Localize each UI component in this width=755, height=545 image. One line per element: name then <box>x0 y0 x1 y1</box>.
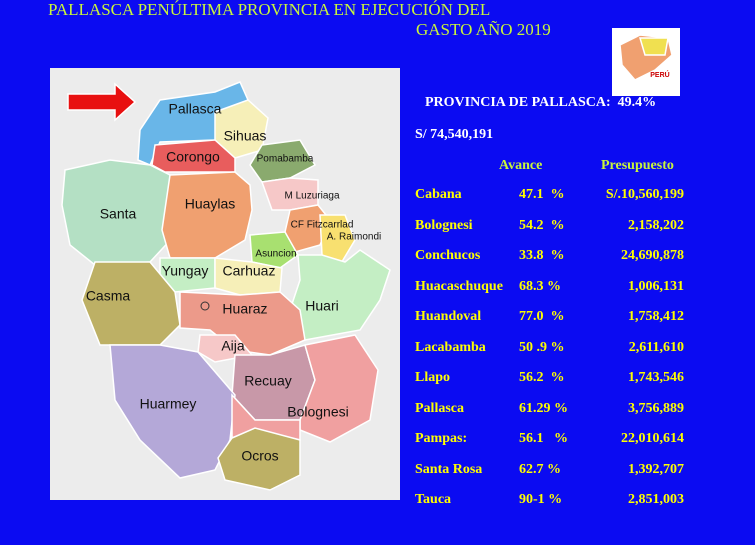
budget: 2,158,202 <box>628 217 684 233</box>
region <box>289 249 391 341</box>
budget: 1,006,131 <box>628 278 684 294</box>
province-label: Pomabamba <box>257 154 314 165</box>
district: Huandoval <box>415 309 482 324</box>
title-line: PALLASCA PENÚLTIMA PROVINCIA EN EJECUCIÓ… <box>48 0 491 19</box>
budget: 22,010,614 <box>621 431 684 446</box>
province-label: Santa <box>100 206 137 222</box>
district: Huacaschuque <box>415 278 503 294</box>
region <box>161 171 253 259</box>
progress: 47.1 % <box>519 187 565 202</box>
progress: 56.1 % <box>519 431 568 446</box>
summary-province: PROVINCIA DE PALLASCA: 49.4% <box>425 95 657 110</box>
district: Lacabamba <box>415 339 486 355</box>
progress: 62.7 % <box>519 461 561 477</box>
progress: 54.2 % <box>519 217 565 233</box>
province-label: Casma <box>86 288 131 304</box>
progress: 56.2 % <box>519 370 565 385</box>
province-label: Huari <box>305 298 338 314</box>
region <box>319 214 356 267</box>
province-label: Aija <box>221 338 245 354</box>
column-header: Presupuesto <box>601 158 674 173</box>
province-label: Pallasca <box>169 101 222 117</box>
region <box>179 291 306 356</box>
logo-label: PERÚ <box>650 70 669 79</box>
province-label: Huaraz <box>222 301 267 317</box>
logo-map <box>638 37 669 56</box>
arrow <box>67 82 137 122</box>
province-label: Huarmey <box>140 396 197 412</box>
progress: 77.0 % <box>519 309 565 324</box>
progress: 68.3 % <box>519 278 561 294</box>
progress: 33.8 % <box>519 248 565 263</box>
title-line: GASTO AÑO 2019 <box>416 20 551 39</box>
province-label: Recuay <box>244 373 291 389</box>
region <box>81 261 181 346</box>
budget: 24,690,878 <box>621 248 684 263</box>
capital-marker <box>200 301 210 311</box>
budget: 2,851,003 <box>628 492 684 507</box>
province-label: CF Fitzcarrlad <box>291 220 354 231</box>
province-label: A. Raimondi <box>327 232 381 243</box>
province-label: Yungay <box>162 263 209 279</box>
district: Pampas: <box>415 431 468 446</box>
budget: 1,392,707 <box>628 461 684 477</box>
budget: S/.10,560,199 <box>605 187 684 202</box>
region <box>249 231 299 269</box>
district: Llapo <box>415 370 451 385</box>
district: Bolognesi <box>415 217 473 233</box>
budget: 3,756,889 <box>628 400 684 416</box>
province-label: Huaylas <box>185 196 236 212</box>
column-header: Avance <box>499 158 543 173</box>
progress: 61.29 % <box>519 400 568 416</box>
province-label: M Luzuriaga <box>284 191 339 202</box>
province-label: Sihuas <box>224 128 267 144</box>
district: Cabana <box>415 187 462 202</box>
budget: 1,758,412 <box>628 309 684 324</box>
region <box>217 427 301 491</box>
region <box>61 159 176 266</box>
province-label: Bolognesi <box>287 404 349 420</box>
province-label: Corongo <box>166 149 220 165</box>
region <box>299 334 379 443</box>
district: Santa Rosa <box>415 461 483 477</box>
budget: 2,611,610 <box>628 339 684 355</box>
budget: 1,743,546 <box>628 370 684 385</box>
district: Tauca <box>415 492 452 507</box>
province-label: Carhuaz <box>223 263 276 279</box>
district: Pallasca <box>415 400 464 416</box>
district: Conchucos <box>415 248 481 263</box>
province-label: Ocros <box>241 448 278 464</box>
progress: 90-1 % <box>519 492 563 507</box>
province-label: Asuncion <box>255 249 296 260</box>
progress: 50 .9 % <box>519 339 565 355</box>
summary-budget: S/ 74,540,191 <box>415 127 494 142</box>
